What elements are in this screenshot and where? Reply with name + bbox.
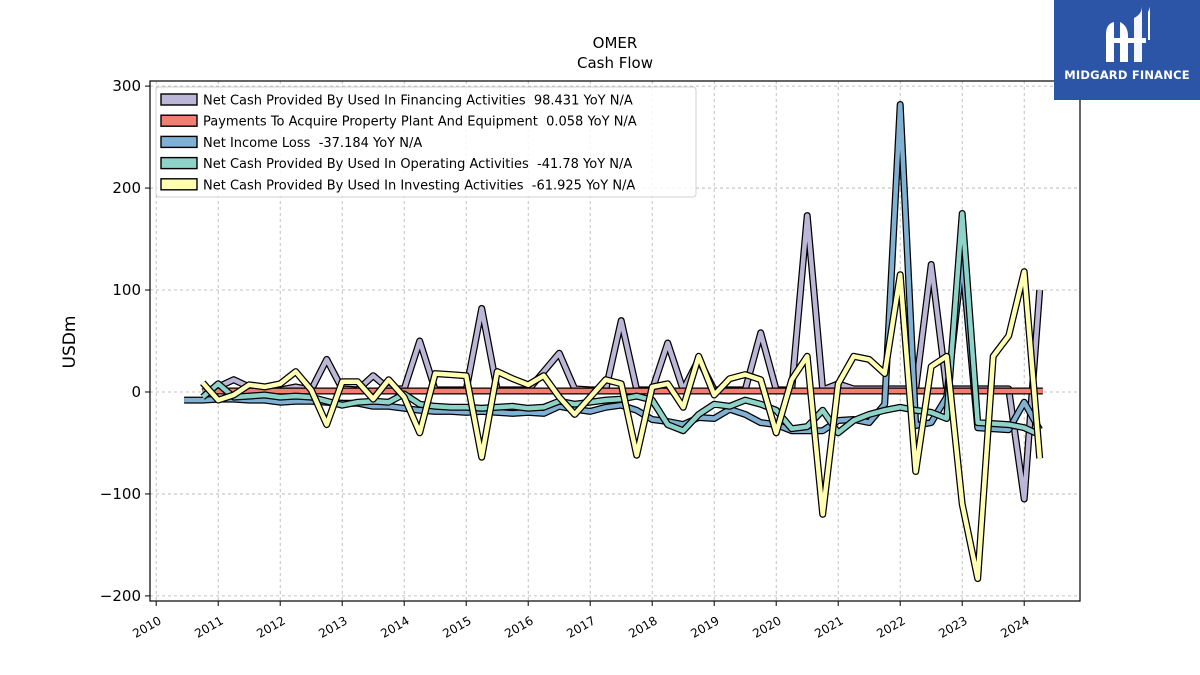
- legend-entry-label: Net Cash Provided By Used In Operating A…: [203, 157, 632, 172]
- y-tick-label: −200: [100, 587, 141, 605]
- legend: Net Cash Provided By Used In Financing A…: [155, 86, 697, 198]
- y-axis-label: USDm: [60, 316, 80, 369]
- chart-title: OMER: [593, 34, 638, 52]
- legend-swatch: [160, 178, 198, 191]
- y-tick-label: 0: [131, 383, 141, 401]
- legend-swatch: [160, 93, 198, 106]
- midgard-finance-logo: MIDGARD FINANCE: [1054, 0, 1200, 100]
- y-tick-label: −100: [100, 485, 141, 503]
- legend-entry-label: Payments To Acquire Property Plant And E…: [203, 115, 637, 130]
- chart-subtitle: Cash Flow: [577, 54, 653, 72]
- logo-mark-icon: [1106, 6, 1150, 62]
- plot-area-frame: [149, 80, 1081, 602]
- y-tick-label: 100: [112, 281, 141, 299]
- legend-swatch: [160, 114, 198, 127]
- logo-text: MIDGARD FINANCE: [1064, 68, 1190, 82]
- y-tick-label: 300: [112, 77, 141, 95]
- legend-box: [155, 86, 697, 198]
- legend-entry-label: Net Cash Provided By Used In Investing A…: [203, 178, 635, 193]
- legend-swatch: [160, 135, 198, 149]
- legend-entry-label: Net Income Loss -37.184 YoY N/A: [203, 136, 422, 151]
- series-lines: [184, 101, 1044, 583]
- legend-entry-label: Net Cash Provided By Used In Financing A…: [203, 94, 633, 109]
- legend-swatch: [160, 156, 198, 170]
- series-4-line: [201, 269, 1042, 581]
- y-tick-label: 200: [112, 179, 141, 197]
